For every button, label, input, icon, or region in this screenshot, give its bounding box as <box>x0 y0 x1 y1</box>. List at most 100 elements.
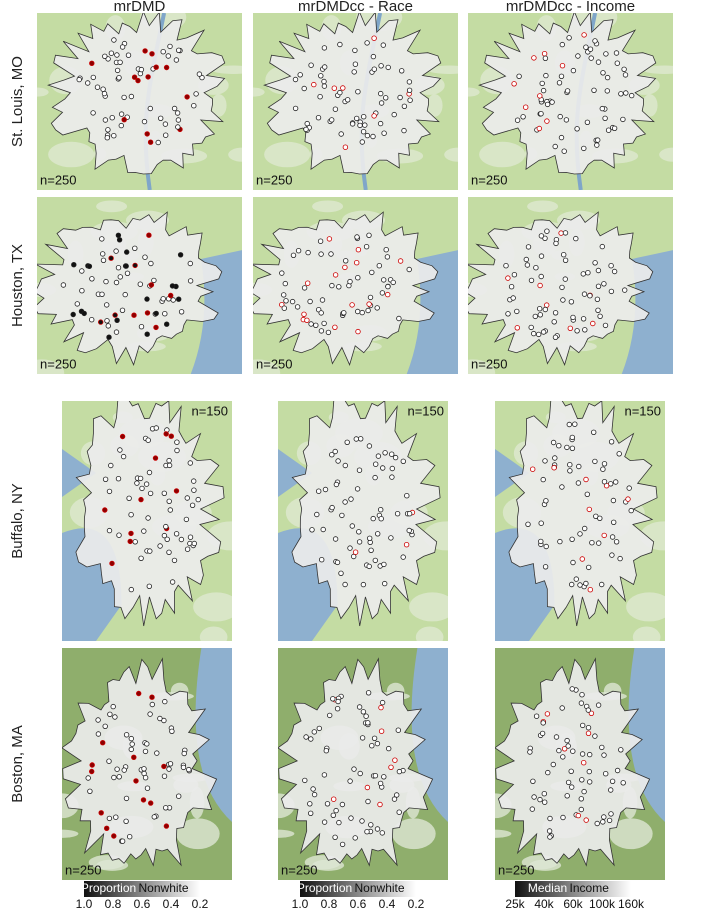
station <box>523 104 529 110</box>
station <box>84 80 91 86</box>
legend-tick: 40k <box>534 897 554 911</box>
station <box>119 838 126 844</box>
station <box>282 280 288 287</box>
station <box>374 740 381 747</box>
station <box>103 278 109 285</box>
station <box>320 526 326 533</box>
land-patch <box>176 818 220 850</box>
station <box>297 72 303 78</box>
station <box>281 305 287 311</box>
row-label: Buffalo, NY <box>9 483 26 559</box>
station <box>167 507 173 513</box>
station <box>131 312 137 318</box>
land-patch <box>609 818 653 850</box>
station <box>565 779 572 786</box>
station <box>599 243 605 250</box>
station <box>324 801 331 807</box>
station <box>79 268 85 274</box>
station <box>302 777 308 784</box>
station <box>340 85 346 91</box>
station <box>160 296 166 302</box>
station <box>173 57 180 63</box>
station <box>147 548 153 554</box>
station <box>595 283 602 289</box>
station <box>323 748 329 754</box>
station <box>316 725 322 732</box>
station <box>582 327 588 333</box>
station <box>560 297 566 303</box>
station <box>378 704 384 711</box>
station <box>377 801 383 808</box>
station <box>169 579 176 585</box>
station <box>559 484 565 490</box>
station <box>561 251 567 258</box>
station <box>375 531 381 537</box>
station <box>283 298 289 304</box>
station <box>166 462 173 469</box>
station <box>379 290 386 296</box>
station <box>191 102 197 109</box>
station <box>591 87 597 93</box>
station <box>613 539 620 545</box>
station <box>111 833 117 839</box>
station <box>540 476 546 483</box>
station <box>531 330 537 337</box>
station <box>617 555 623 562</box>
station <box>378 507 384 513</box>
station <box>544 118 550 124</box>
station <box>599 581 605 588</box>
station <box>406 79 413 85</box>
station <box>609 552 615 558</box>
station <box>129 741 135 747</box>
station <box>359 735 366 741</box>
station <box>85 775 91 781</box>
legend-tick: 1.0 <box>292 897 309 911</box>
station <box>161 532 168 539</box>
station <box>577 531 583 537</box>
station <box>531 794 537 800</box>
station <box>106 488 113 495</box>
station <box>109 560 115 567</box>
station <box>536 125 542 132</box>
station <box>587 46 594 52</box>
station <box>573 576 579 582</box>
station <box>616 451 622 457</box>
station <box>564 444 570 451</box>
station <box>123 818 129 824</box>
land-patch <box>37 87 49 97</box>
station <box>559 705 565 711</box>
station <box>381 561 387 568</box>
station <box>148 282 155 288</box>
station <box>583 476 589 483</box>
station <box>113 279 120 286</box>
station <box>95 731 102 737</box>
station <box>149 701 155 708</box>
legend-right: Income <box>570 881 610 895</box>
station <box>311 729 317 735</box>
station <box>102 507 108 513</box>
station <box>308 736 314 742</box>
station <box>599 744 605 751</box>
station <box>305 249 311 256</box>
legend-tick: 0.4 <box>163 897 180 911</box>
map-panel <box>253 13 458 190</box>
station <box>360 128 367 135</box>
station <box>592 458 598 465</box>
station <box>577 582 583 588</box>
station <box>595 59 602 65</box>
station <box>153 64 159 70</box>
station <box>171 557 178 564</box>
station <box>563 117 570 123</box>
station <box>349 523 355 529</box>
station <box>99 251 106 257</box>
station <box>537 796 543 803</box>
station <box>128 746 134 753</box>
station <box>611 519 617 525</box>
station <box>592 733 598 739</box>
station <box>137 475 144 482</box>
station <box>551 465 557 471</box>
station <box>511 81 517 87</box>
land-patch <box>392 818 436 850</box>
station <box>144 310 151 316</box>
station <box>60 282 67 288</box>
